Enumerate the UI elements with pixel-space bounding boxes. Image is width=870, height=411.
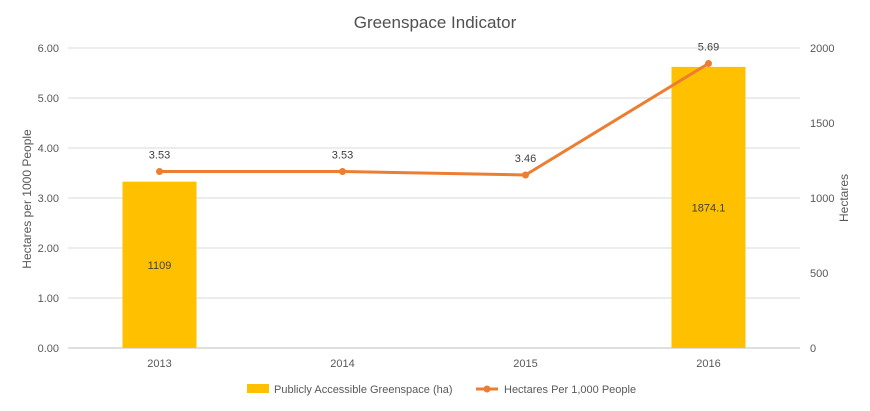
y-tick-label: 6.00 bbox=[38, 43, 59, 55]
x-tick-label: 2014 bbox=[330, 358, 354, 370]
secondary-y-axis-title: Hectares bbox=[837, 174, 851, 222]
series-line bbox=[158, 62, 710, 177]
y2-tick-label: 500 bbox=[810, 268, 828, 280]
legend: Publicly Accessible Greenspace (ha) Hect… bbox=[247, 384, 636, 396]
legend-line-label: Hectares Per 1,000 People bbox=[504, 384, 636, 396]
bar-series bbox=[122, 66, 746, 348]
legend-bar-label: Publicly Accessible Greenspace (ha) bbox=[274, 384, 453, 396]
y2-tick-label: 2000 bbox=[810, 43, 834, 55]
line-point bbox=[156, 168, 163, 175]
line-data-label: 3.53 bbox=[332, 150, 353, 162]
x-tick-label: 2013 bbox=[147, 358, 171, 370]
bar-data-label: 1874.1 bbox=[692, 202, 726, 214]
line-point bbox=[705, 60, 712, 67]
line-data-label: 5.69 bbox=[698, 42, 719, 54]
bar-data-label: 1109 bbox=[148, 260, 172, 272]
line-point bbox=[339, 168, 346, 175]
x-tick-label: 2015 bbox=[513, 358, 537, 370]
y-tick-label: 0.00 bbox=[38, 343, 59, 355]
legend-bar-swatch bbox=[247, 384, 269, 393]
bar bbox=[122, 181, 197, 348]
axes: 0.00 1.00 2.00 3.00 4.00 5.00 6.00 0 500 1000 1500… bbox=[38, 43, 835, 370]
line-data-label: 3.53 bbox=[149, 150, 170, 162]
y2-tick-label: 1000 bbox=[810, 193, 834, 205]
y-tick-label: 5.00 bbox=[38, 93, 59, 105]
x-tick-label: 2016 bbox=[696, 358, 720, 370]
line-data-label: 3.46 bbox=[515, 153, 536, 165]
y-tick-label: 3.00 bbox=[38, 193, 59, 205]
bar bbox=[671, 66, 746, 348]
y2-tick-label: 1500 bbox=[810, 118, 834, 130]
legend-line-marker bbox=[483, 385, 491, 393]
data-labels: 1109 1874.1 3.53 3.53 3.46 5.69 bbox=[148, 42, 726, 272]
y2-tick-label: 0 bbox=[810, 343, 816, 355]
chart-title: Greenspace Indicator bbox=[354, 13, 517, 32]
y-axis-title: Hectares per 1000 People bbox=[20, 129, 34, 269]
y-tick-label: 1.00 bbox=[38, 293, 59, 305]
line-series bbox=[156, 60, 712, 179]
y-tick-label: 2.00 bbox=[38, 243, 59, 255]
y-tick-label: 4.00 bbox=[38, 143, 59, 155]
line-point bbox=[522, 171, 529, 179]
